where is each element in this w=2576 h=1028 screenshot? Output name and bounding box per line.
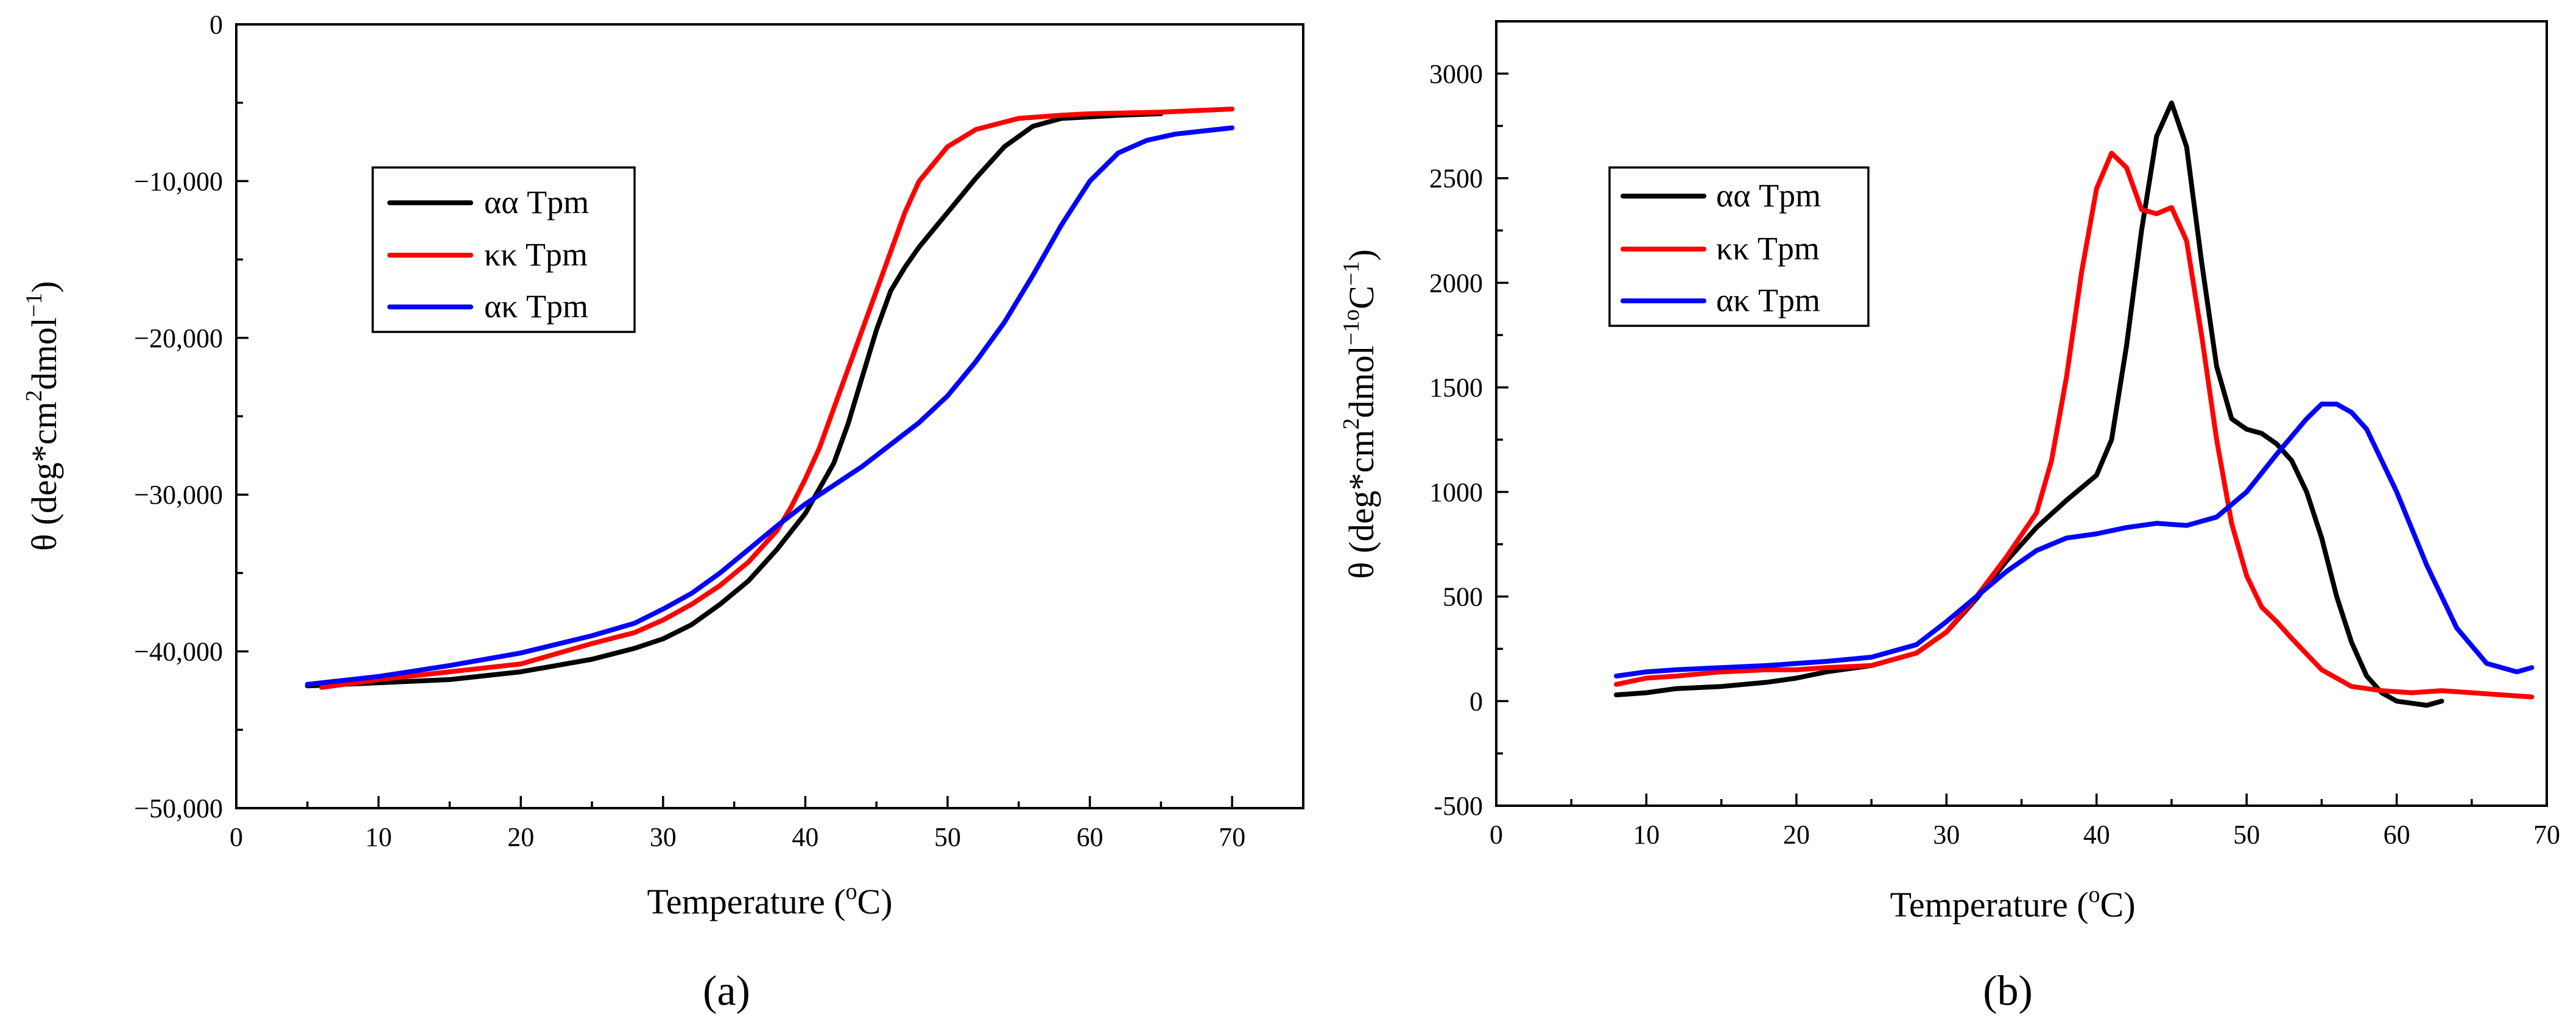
panel-b-x-tick-label: 10	[1633, 820, 1659, 850]
panel-b-x-title-tail: C)	[2100, 885, 2136, 924]
panel-b-y-title-d: )	[1342, 249, 1381, 261]
panel-a-y-title-a: θ (deg*cm	[24, 401, 64, 551]
panel-a-y-title-c: )	[24, 281, 64, 292]
panel-b-ticks: 0 10 20 30 40 50 60 70-500050010001500200025003…	[1429, 59, 2560, 850]
panel-b-y-title-a: θ (deg*cm	[1342, 429, 1381, 579]
panel-a-series-aa-line	[304, 111, 1164, 689]
panel-b-y-tick-label: -500	[1434, 791, 1483, 821]
panel-b-x-tick-label: 0	[1490, 820, 1503, 850]
panel-a-series-kk-line	[319, 107, 1235, 690]
panel-a-y-tick-label: −30,000	[134, 480, 223, 510]
panel-b-plot-frame	[1495, 20, 2548, 807]
panel-b-x-tick-label: 70	[2533, 820, 2560, 850]
panel-b-y-tick-label: 2500	[1429, 164, 1483, 194]
panel-b-x-tick-label: 40	[2083, 820, 2110, 850]
panel-b-x-axis-title: Temperature (oC)	[1890, 882, 2135, 924]
panel-b-y-tick-label: 1500	[1429, 373, 1483, 403]
panel-b-y-tick-label: 2000	[1429, 268, 1483, 298]
panel-a-legend-label-kk: κκ Tpm	[484, 236, 588, 273]
panel-a-x-tick-label: 40	[792, 822, 818, 852]
panel-a-x-tick-label: 70	[1219, 822, 1245, 852]
panel-a-y-title-sup1: 2	[21, 390, 47, 401]
panel-a: 0 10 20 30 40 50 60 70 0 −10,000 −20,000 −30,000 −40…	[21, 10, 1304, 1015]
panel-b-y-title-sup3: −1	[1339, 261, 1364, 286]
panel-a-x-title-main: Temperature (	[647, 882, 845, 921]
panel-a-legend: αα Tpm κκ Tpm ακ Tpm	[371, 166, 636, 333]
panel-a-ticks: 0 10 20 30 40 50 60 70 0 −10,000 −20,000 −30,000 −40…	[134, 10, 1245, 852]
panel-a-x-tick-label: 30	[650, 822, 677, 852]
panel-b-y-title-sup2: −1o	[1339, 309, 1364, 345]
panel-a-x-tick-label: 0	[230, 822, 243, 852]
panel-a-x-axis-title: Temperature (oC)	[647, 879, 892, 921]
panel-a-y-tick-label: 0	[209, 10, 223, 40]
panel-b: 0 10 20 30 40 50 60 70-500050010001500200025003…	[1339, 20, 2560, 1015]
panel-b-y-tick-label: 0	[1469, 686, 1483, 716]
panel-a-x-tick-label: 50	[934, 822, 961, 852]
panel-b-legend: αα Tpm κκ Tpm ακ Tpm	[1608, 166, 1870, 327]
panel-a-y-tick-label: −10,000	[134, 166, 223, 196]
panel-b-y-tick-label: 1000	[1429, 477, 1483, 507]
panel-b-legend-label-aa: αα Tpm	[1716, 177, 1821, 214]
panel-a-series-ak-line	[304, 125, 1235, 687]
panel-b-y-axis-title: θ (deg*cm2dmol−1oC−1)	[1339, 249, 1381, 579]
panel-b-legend-label-ak: ακ Tpm	[1716, 282, 1820, 319]
panel-b-x-title-sup: o	[2089, 882, 2100, 907]
panel-a-x-tick-label: 60	[1077, 822, 1103, 852]
panel-a-x-tick-label: 10	[365, 822, 392, 852]
panel-b-x-tick-label: 60	[2384, 820, 2410, 850]
panel-a-label: (a)	[703, 968, 750, 1015]
panel-b-y-title-b: dmol	[1342, 345, 1381, 418]
panel-b-series-aa-line	[1614, 100, 2444, 708]
panel-b-series-kk-line	[1614, 150, 2535, 700]
panel-b-x-tick-label: 20	[1783, 820, 1810, 850]
panel-b-y-tick-label: 3000	[1429, 59, 1483, 89]
panel-a-x-tick-label: 20	[507, 822, 534, 852]
panel-a-legend-label-ak: ακ Tpm	[484, 288, 588, 325]
panel-a-series-layer	[304, 107, 1235, 690]
panel-b-x-tick-label: 30	[1933, 820, 1960, 850]
panel-a-y-tick-label: −40,000	[134, 637, 223, 667]
panel-a-y-title-b: dmol	[24, 317, 64, 390]
panel-b-x-tick-label: 50	[2233, 820, 2260, 850]
panel-a-plot-frame	[235, 23, 1304, 809]
panel-b-x-title-main: Temperature (	[1890, 885, 2088, 924]
panel-b-label: (b)	[1983, 968, 2033, 1015]
panel-b-y-title-c: C	[1342, 286, 1381, 309]
panel-b-y-title-sup1: 2	[1339, 418, 1364, 429]
panel-b-legend-label-kk: κκ Tpm	[1716, 230, 1820, 267]
panel-a-x-title-sup: o	[846, 879, 857, 904]
panel-a-y-tick-label: −50,000	[134, 794, 223, 823]
panel-a-x-title-tail: C)	[857, 882, 893, 921]
panel-b-y-tick-label: 500	[1443, 582, 1483, 612]
panel-a-y-title-sup2: −1	[21, 293, 47, 317]
panel-a-legend-label-aa: αα Tpm	[484, 184, 589, 220]
panel-b-series-ak-line	[1614, 401, 2535, 679]
panel-a-y-tick-label: −20,000	[134, 323, 223, 353]
panel-b-series-layer	[1614, 100, 2535, 708]
panel-a-y-axis-title: θ (deg*cm2dmol−1)	[21, 281, 64, 551]
